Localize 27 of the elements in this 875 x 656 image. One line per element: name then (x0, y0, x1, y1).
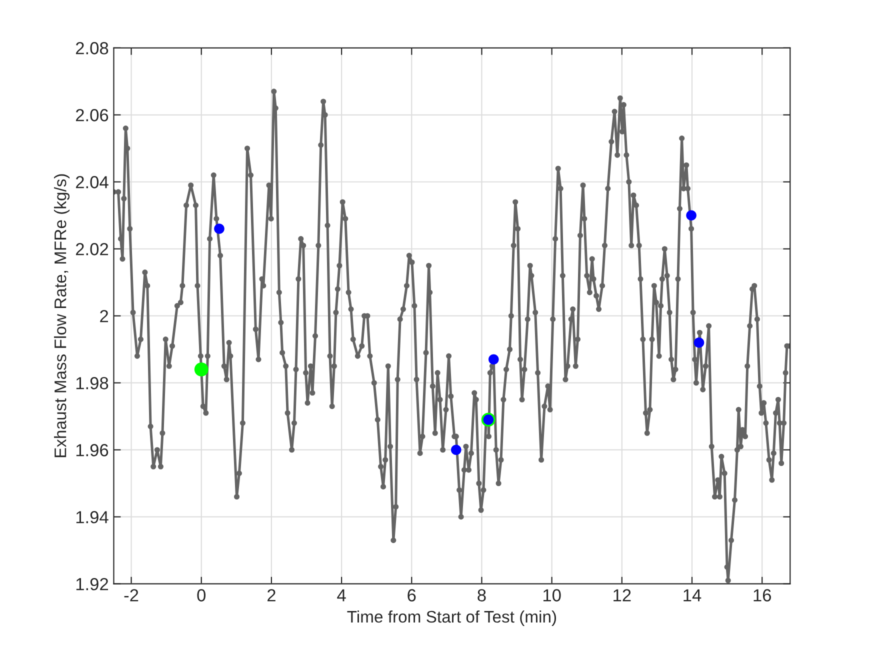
x-tick-label: 10 (543, 589, 561, 602)
y-tick-label: 2.04 (76, 176, 108, 188)
x-tick-label: 14 (684, 589, 702, 602)
point (450, 444, 462, 455)
y-tick-label: 2 (100, 310, 108, 322)
x-tick-label: 2 (268, 589, 276, 602)
y-tick-label: 2.02 (76, 243, 108, 256)
y-tick-label: 1.92 (76, 578, 108, 590)
y-tick-label: 2.08 (76, 42, 108, 54)
y-axis-title: Exhaust Mass Flow Rate, MFRe (kg/s) (54, 174, 70, 458)
point (694, 338, 704, 348)
x-tick-label: 12 (614, 589, 631, 602)
y-tick-label: 1.96 (76, 444, 108, 456)
y-tick-label: 2.06 (76, 109, 108, 122)
x-tick-label: -2 (124, 589, 138, 602)
point (194, 362, 208, 376)
x-tick-label: 16 (754, 589, 771, 602)
point (214, 224, 224, 234)
x-axis-title: Time from Start of Test (min) (347, 610, 556, 626)
x-tick-label: 6 (408, 589, 416, 602)
y-tick-label: 1.98 (76, 377, 108, 390)
y-tick-label: 1.94 (76, 511, 108, 524)
x-tick-label: 0 (197, 589, 206, 602)
point (686, 210, 696, 221)
point (488, 354, 499, 365)
x-tick-label: 8 (478, 589, 486, 602)
x-tick-label: 4 (337, 589, 346, 602)
